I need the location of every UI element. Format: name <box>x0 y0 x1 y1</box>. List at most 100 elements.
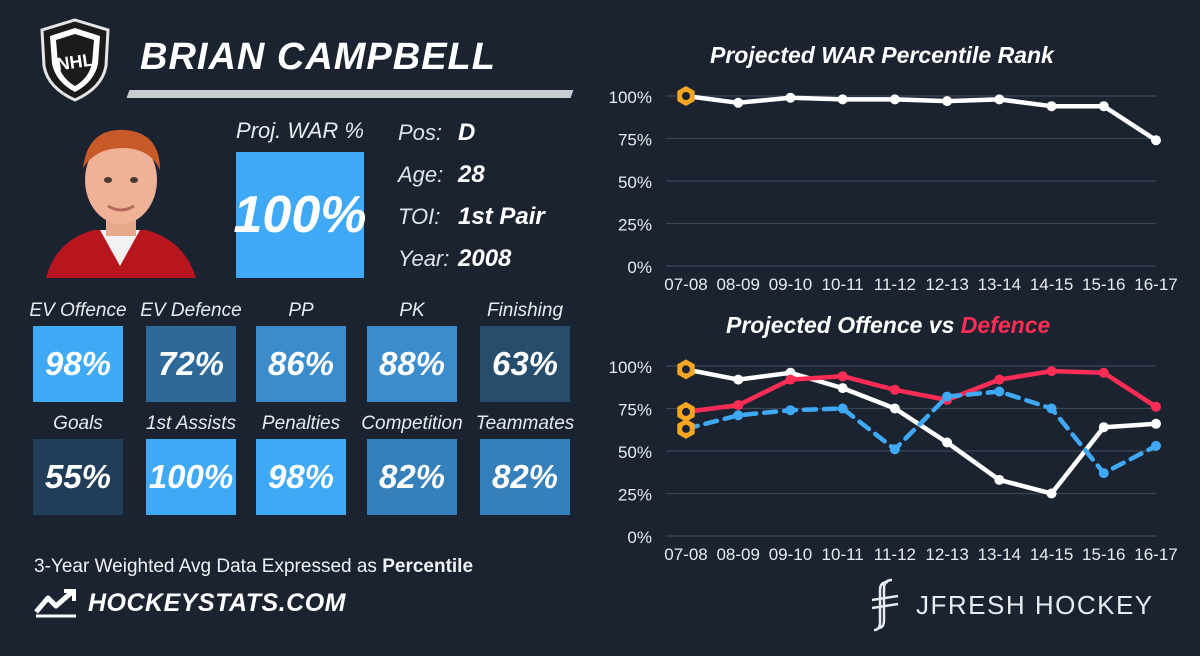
info-key-pos: Pos: <box>398 120 443 145</box>
info-value-year: 2008 <box>458 245 512 272</box>
data-point <box>837 371 848 382</box>
tile-pk: 88% <box>367 326 457 402</box>
data-point <box>837 94 848 105</box>
footer-note-prefix: 3-Year Weighted Avg Data Expressed as <box>34 556 383 577</box>
data-point <box>1098 422 1109 433</box>
data-point <box>682 365 690 374</box>
x-tick-label: 16-17 <box>1134 545 1177 564</box>
series-line <box>683 367 1159 496</box>
y-tick-label: 100% <box>609 358 652 377</box>
data-point <box>1098 468 1109 479</box>
info-value-pos: D <box>458 119 476 146</box>
tile-label-finishing: Finishing <box>486 300 564 321</box>
player-photo <box>36 118 204 278</box>
info-key-year: Year: <box>398 246 450 271</box>
x-tick-label: 07-08 <box>664 275 707 294</box>
chart-title-off-def-main: Projected Offence vs <box>726 312 961 338</box>
name-underline <box>126 90 574 98</box>
tile-competition: 82% <box>367 439 457 515</box>
tile-1st-assists: 100% <box>146 439 236 515</box>
data-point <box>837 403 848 414</box>
tile-label-pp: PP <box>288 300 314 321</box>
tile-penalties: 98% <box>256 439 346 515</box>
info-value-toi: 1st Pair <box>458 203 545 230</box>
chart-title-war: Projected WAR Percentile Rank <box>710 42 1054 68</box>
y-tick-label: 0% <box>627 258 652 277</box>
data-point <box>1098 367 1109 378</box>
tile-ev-defence: 72% <box>146 326 236 402</box>
x-tick-label: 14-15 <box>1030 275 1073 294</box>
data-point <box>1046 101 1057 112</box>
x-tick-label: 15-16 <box>1082 545 1125 564</box>
data-point <box>1046 366 1057 377</box>
footer-note-bold: Percentile <box>382 556 474 577</box>
data-point <box>733 410 744 421</box>
y-tick-label: 100% <box>609 88 652 107</box>
x-tick-label: 09-10 <box>769 545 812 564</box>
tile-label-teammates: Teammates <box>475 413 575 434</box>
proj-war-label: Proj. WAR % <box>236 118 364 143</box>
data-point <box>1151 418 1161 429</box>
tile-pp: 86% <box>256 326 346 402</box>
data-point <box>682 407 690 416</box>
nhl-logo: NHL <box>40 18 110 102</box>
x-tick-label: 13-14 <box>978 275 1021 294</box>
tile-label-1st-assists: 1st Assists <box>145 413 237 434</box>
tile-label-pk: PK <box>399 300 425 321</box>
data-point <box>682 92 690 100</box>
jfresh-brand: JFRESH HOCKEY <box>868 578 1154 632</box>
series-line <box>683 389 1159 476</box>
data-point <box>785 374 796 385</box>
info-key-toi: TOI: <box>398 204 441 229</box>
data-point <box>733 400 744 411</box>
data-point <box>994 374 1005 385</box>
hockeystats-logo-icon <box>34 589 76 618</box>
data-point <box>1098 101 1109 112</box>
data-point <box>889 403 900 414</box>
player-name: BRIAN CAMPBELL <box>140 36 496 78</box>
y-tick-label: 50% <box>618 443 652 462</box>
tile-teammates: 82% <box>480 439 570 515</box>
footer-note: 3-Year Weighted Avg Data Expressed as Pe… <box>34 556 473 578</box>
data-point <box>994 94 1005 105</box>
data-point <box>942 391 953 402</box>
y-tick-label: 75% <box>618 401 652 420</box>
data-point <box>994 386 1005 397</box>
offence-defence-chart: 0% 25% 50% 75% 100% 07-08 08-09 09-10 10-11 11-12… <box>609 358 1178 564</box>
data-point <box>942 96 953 107</box>
chart-title-off-def: Projected Offence vs Defence <box>726 312 1050 339</box>
x-tick-label: 10-11 <box>822 275 864 294</box>
data-point <box>889 94 900 105</box>
data-point <box>682 424 690 433</box>
tile-label-competition: Competition <box>361 413 463 434</box>
data-point <box>1151 401 1161 412</box>
x-tick-label: 14-15 <box>1030 545 1073 564</box>
data-point <box>1046 403 1057 414</box>
chart-title-off-def-highlight: Defence <box>960 312 1051 338</box>
x-tick-label: 08-09 <box>716 545 759 564</box>
jfresh-brand-text: JFRESH HOCKEY <box>916 589 1154 620</box>
x-tick-label: 11-12 <box>874 545 916 564</box>
x-tick-label: 08-09 <box>716 275 759 294</box>
tile-label-ev-defence: EV Defence <box>140 300 242 321</box>
y-tick-label: 25% <box>618 216 652 235</box>
data-point <box>994 474 1005 485</box>
data-point <box>785 92 796 103</box>
x-tick-label: 11-12 <box>874 275 916 294</box>
tile-label-ev-offence: EV Offence <box>29 300 127 321</box>
y-tick-label: 25% <box>618 486 652 505</box>
tile-ev-offence: 98% <box>33 326 123 402</box>
tile-label-penalties: Penalties <box>261 413 341 434</box>
tile-finishing: 63% <box>480 326 570 402</box>
x-tick-label: 07-08 <box>664 545 707 564</box>
x-tick-label: 12-13 <box>925 545 968 564</box>
series-line <box>683 93 1159 143</box>
hockeystats-brand: HOCKEYSTATS.COM <box>34 588 346 618</box>
data-point <box>837 383 848 394</box>
data-point <box>942 437 953 448</box>
info-value-age: 28 <box>458 161 485 188</box>
data-point <box>1151 135 1161 146</box>
info-key-age: Age: <box>398 162 444 187</box>
series-line <box>683 368 1159 415</box>
data-point <box>785 405 796 416</box>
